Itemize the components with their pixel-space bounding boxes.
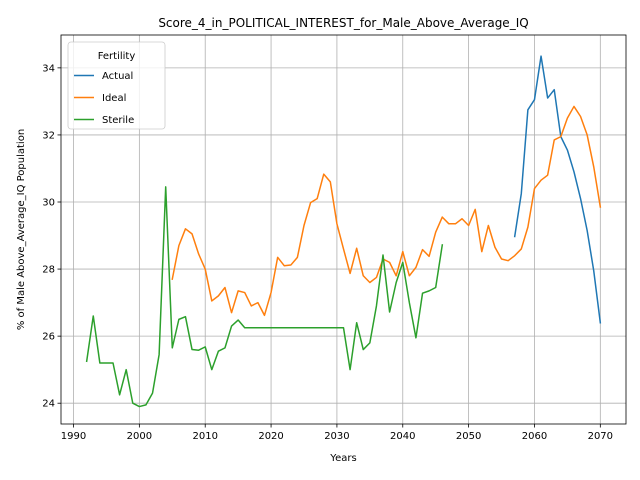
x-tick-label: 2040 xyxy=(390,431,415,442)
y-axis: 24 26 28 30 32 34 xyxy=(42,63,61,410)
y-axis-title: % of Male Above_Average_IQ Population xyxy=(16,129,27,330)
x-axis-title: Years xyxy=(329,453,356,464)
series-line-ideal xyxy=(171,105,602,317)
x-tick-label: 2060 xyxy=(522,431,547,442)
legend-box xyxy=(67,41,166,130)
x-tick-label: 1990 xyxy=(61,431,86,442)
plot-frame xyxy=(60,34,627,425)
x-axis: 1990 2000 2010 2020 2030 2040 2050 2060 2070 xyxy=(61,424,613,442)
x-tick-label: 2020 xyxy=(258,431,283,442)
legend-label-actual: Actual xyxy=(102,71,133,82)
legend-label-ideal: Ideal xyxy=(102,93,126,104)
x-tick-label: 2050 xyxy=(456,431,481,442)
series-line-actual xyxy=(513,55,602,324)
y-tick-label: 30 xyxy=(42,198,55,209)
y-tick-label: 24 xyxy=(42,399,55,410)
series-lines xyxy=(85,55,602,408)
legend-title: Fertility xyxy=(98,51,136,62)
series-line-sterile xyxy=(85,186,444,408)
x-tick-label: 2010 xyxy=(192,431,217,442)
y-tick-label: 28 xyxy=(42,265,55,276)
x-tick-label: 2070 xyxy=(588,431,613,442)
y-tick-label: 32 xyxy=(42,130,55,141)
chart-title: Score_4_in_POLITICAL_INTEREST_for_Male_A… xyxy=(158,16,528,30)
y-tick-label: 34 xyxy=(42,63,55,74)
legend: Fertility Actual Ideal Sterile xyxy=(67,41,166,130)
y-tick-label: 26 xyxy=(42,332,55,343)
x-tick-label: 2000 xyxy=(127,431,152,442)
x-tick-label: 2030 xyxy=(324,431,349,442)
legend-label-sterile: Sterile xyxy=(102,115,134,126)
